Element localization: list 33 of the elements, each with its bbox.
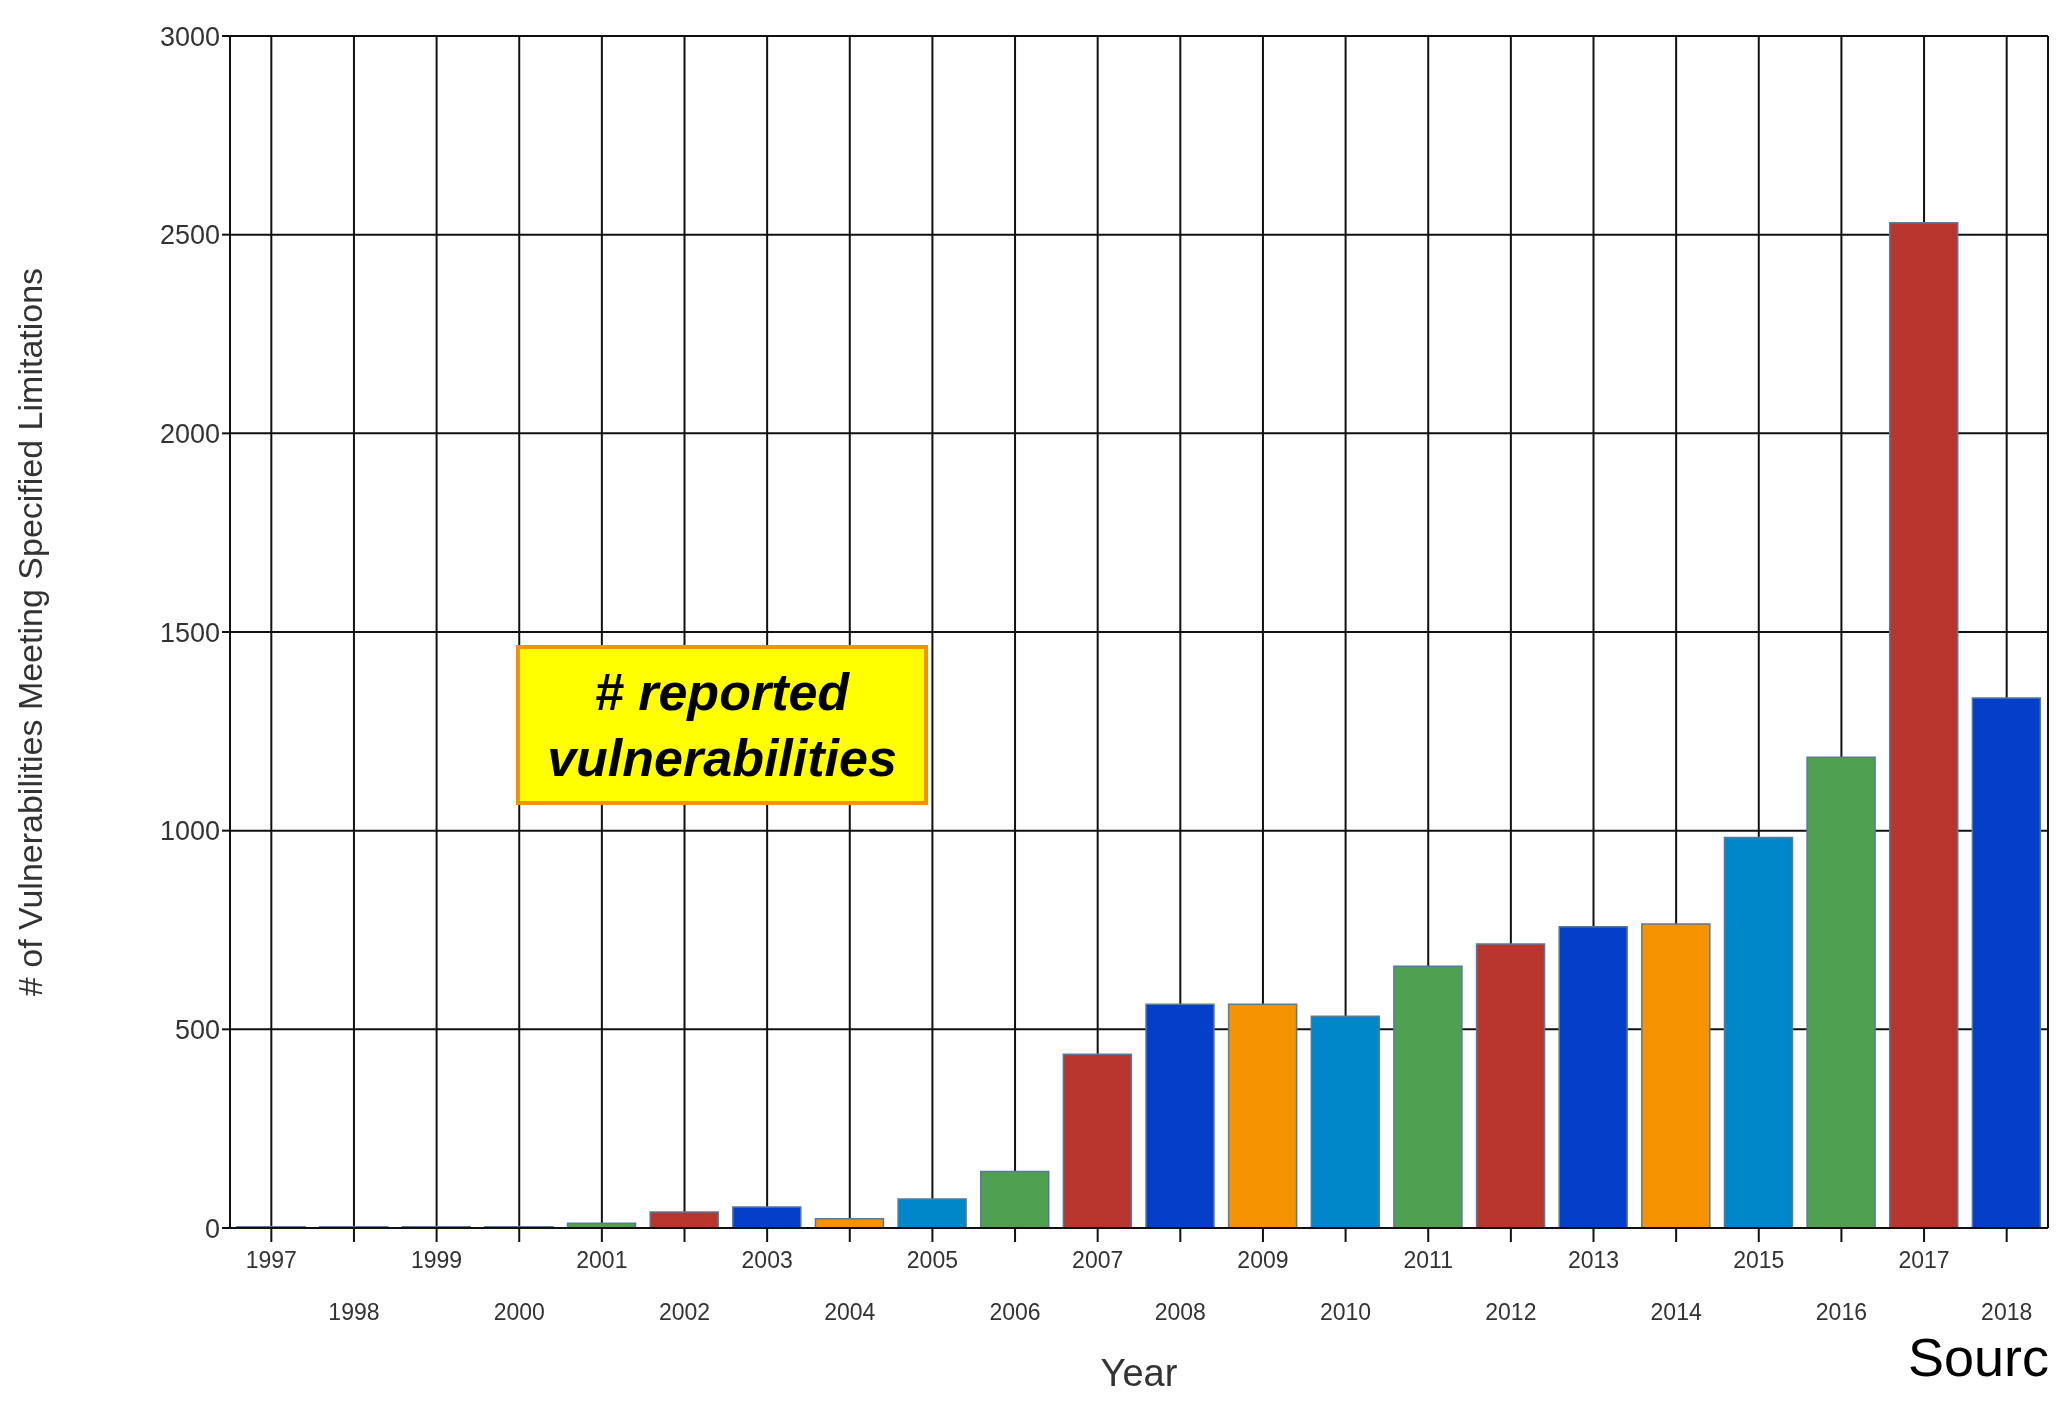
annotation: # reported vulnerabilities — [516, 645, 928, 805]
x-tick-label: 2010 — [1320, 1299, 1372, 1325]
y-tick-label: 3000 — [159, 21, 220, 52]
y-tick-label: 500 — [174, 1014, 220, 1045]
x-tick-label: 2008 — [1154, 1299, 1206, 1325]
x-tick-label: 2011 — [1403, 1247, 1453, 1273]
x-tick-label: 2013 — [1567, 1247, 1620, 1273]
x-axis-title: Year — [1100, 1352, 1178, 1394]
x-tick-label: 2003 — [741, 1247, 793, 1273]
x-tick-label: 2007 — [1072, 1247, 1124, 1273]
x-tick-label: 2000 — [493, 1299, 545, 1325]
y-tick-label: 2000 — [159, 418, 220, 449]
x-tick-label: 2017 — [1898, 1247, 1950, 1273]
x-tick-label: 2004 — [824, 1299, 876, 1325]
x-tick-label: 2009 — [1237, 1247, 1289, 1273]
y-tick-label: 1000 — [159, 816, 220, 847]
x-tick-label: 2014 — [1650, 1299, 1702, 1325]
x-tick-label: 2018 — [1981, 1299, 2033, 1325]
x-tick-label: 1999 — [411, 1247, 463, 1273]
x-tick-label: 1997 — [245, 1247, 297, 1273]
x-tick-label: 2006 — [989, 1299, 1041, 1325]
x-tick-label: 2005 — [906, 1247, 958, 1273]
x-tick-label: 1998 — [328, 1299, 380, 1325]
x-tick-label: 2012 — [1485, 1299, 1537, 1325]
x-tick-label: 2002 — [658, 1299, 711, 1325]
y-tick-label: 2500 — [159, 220, 220, 251]
x-tick-label: 2016 — [1815, 1299, 1867, 1325]
x-tick-label: 2001 — [576, 1247, 628, 1273]
y-tick-label: 1500 — [159, 617, 220, 648]
y-tick-label: 0 — [204, 1213, 220, 1244]
y-axis-title: # of Vulnerabilities Meeting Specified Limitations — [11, 267, 50, 997]
text: Sourc — [1908, 1326, 2050, 1388]
x-tick-label: 2015 — [1733, 1247, 1785, 1273]
